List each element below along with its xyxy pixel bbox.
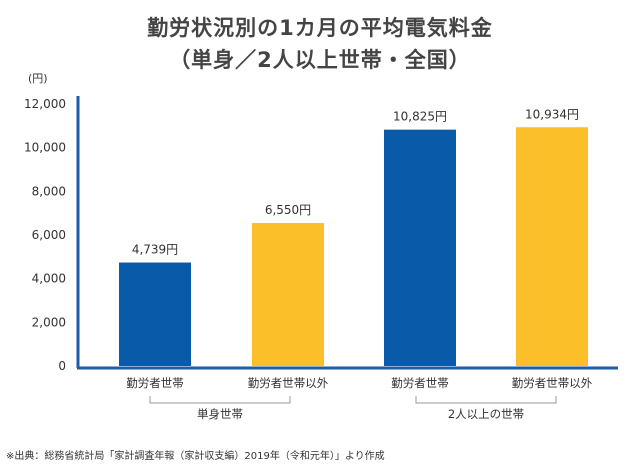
- category-label: 勤労者世帯: [126, 376, 184, 390]
- bar: [516, 127, 588, 367]
- group-label: 単身世帯: [197, 407, 243, 421]
- source-note: ※出典：総務省統計局「家計調査年報（家計収支編）2019年（令和元年）」より作成: [6, 451, 385, 462]
- bar-value-label: 4,739円: [132, 243, 178, 257]
- bar-value-label: 6,550円: [265, 203, 311, 217]
- category-label: 勤労者世帯: [391, 376, 449, 390]
- bar: [384, 129, 456, 366]
- y-tick-label: 8,000: [32, 184, 66, 198]
- group-bracket: [149, 396, 291, 404]
- bar: [119, 262, 191, 366]
- y-tick-label: 2,000: [32, 315, 66, 329]
- bar-value-label: 10,934円: [525, 107, 579, 121]
- bar-value-label: 10,825円: [393, 110, 447, 124]
- bar: [252, 222, 324, 366]
- y-tick-label: 10,000: [24, 141, 66, 155]
- chart-subtitle: （単身／2人以上世帯・全国）: [169, 48, 471, 72]
- y-tick-label: 4,000: [32, 272, 66, 286]
- group-label: 2人以上の世帯: [448, 407, 524, 421]
- chart-title: 勤労状況別の1カ月の平均電気料金: [147, 16, 493, 40]
- category-label: 勤労者世帯以外: [512, 376, 593, 390]
- category-label: 勤労者世帯以外: [248, 376, 329, 390]
- y-tick-label: 12,000: [24, 97, 66, 111]
- y-tick-label: 6,000: [32, 228, 66, 242]
- group-bracket: [415, 396, 557, 404]
- y-tick-label: 0: [58, 359, 66, 373]
- y-axis-unit-label: (円): [28, 72, 48, 85]
